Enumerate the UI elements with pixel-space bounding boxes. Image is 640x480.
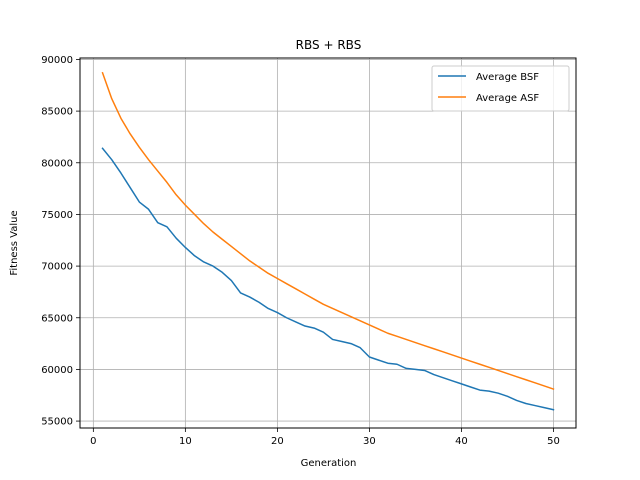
x-axis: 0 10 20 30 40 50	[90, 428, 560, 447]
plot-area	[80, 58, 576, 428]
x-tick-label: 20	[271, 436, 284, 447]
y-tick-label: 80000	[41, 158, 73, 169]
legend-label-bsf: Average BSF	[476, 72, 539, 83]
legend-box	[431, 65, 570, 112]
series-line-average-bsf	[101, 147, 555, 411]
x-tick-label: 10	[179, 436, 192, 447]
x-tick-label: 40	[455, 436, 468, 447]
plot-frame	[79, 57, 577, 429]
x-axis-label: Generation	[301, 458, 357, 469]
y-tick-label: 85000	[41, 107, 73, 118]
y-axis: 55000 60000 65000 70000 75000 80000 85000 90000	[41, 55, 80, 428]
y-axis-label: Fitness Value	[9, 210, 20, 275]
series-line-average-asf	[101, 71, 555, 391]
y-tick-label: 75000	[41, 210, 73, 221]
x-tick-label: 30	[363, 436, 376, 447]
series-layer	[101, 71, 555, 411]
x-tick-label: 50	[547, 436, 560, 447]
y-tick-label: 70000	[41, 262, 73, 273]
legend-label-asf: Average ASF	[476, 93, 539, 104]
grid	[80, 58, 576, 428]
legend: Average BSF Average ASF	[431, 65, 570, 112]
x-tick-label: 0	[90, 436, 96, 447]
y-tick-label: 65000	[41, 313, 73, 324]
chart-title: RBS + RBS	[296, 38, 362, 52]
y-tick-label: 60000	[41, 365, 73, 376]
y-tick-label: 55000	[41, 417, 73, 428]
y-tick-label: 90000	[41, 55, 73, 66]
